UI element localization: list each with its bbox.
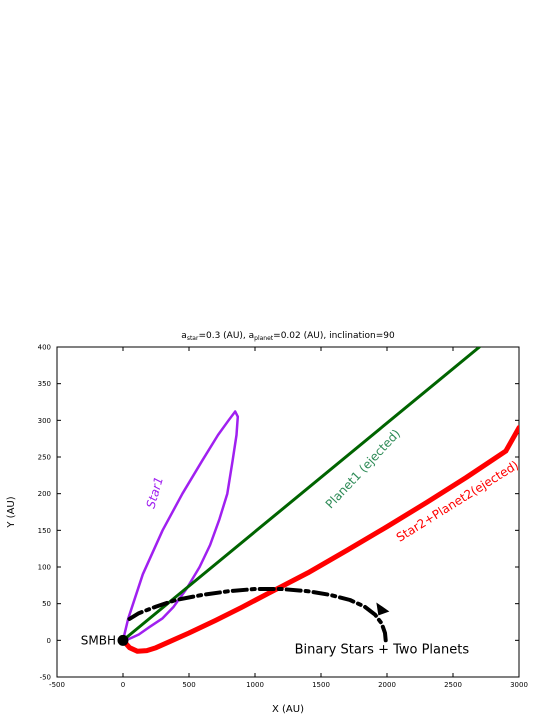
plot-area-frame	[56, 346, 520, 678]
x-tick-label: 1500	[312, 681, 330, 689]
system-label: Binary Stars + Two Planets	[295, 643, 470, 658]
x-tick-label: 0	[121, 681, 125, 689]
trajectory-arrow-head	[376, 602, 390, 616]
y-tick-label: 400	[38, 344, 51, 352]
x-tick-label: 2000	[378, 681, 396, 689]
chart-title: astar=0.3 (AU), aplanet=0.02 (AU), incli…	[181, 331, 395, 342]
y-tick-label: 350	[38, 380, 51, 388]
x-tick-label: 500	[182, 681, 195, 689]
x-tick-label: 1000	[246, 681, 264, 689]
star2-label: Star2+Planet2(ejected)	[394, 458, 521, 545]
series-planet1	[121, 347, 481, 642]
y-tick-label: 100	[38, 564, 51, 572]
x-tick-label: 3000	[510, 681, 528, 689]
series-trajectory	[125, 587, 388, 643]
y-tick-label: 300	[38, 417, 51, 425]
y-tick-label: 150	[38, 527, 51, 535]
x-tick-label: 2500	[444, 681, 462, 689]
x-tick-label: -500	[49, 681, 65, 689]
series-lines	[120, 347, 519, 654]
y-tick-label: 0	[47, 637, 51, 645]
planet1-label: Planet1 (ejected)	[323, 427, 403, 512]
series-star2	[120, 425, 519, 654]
star1-label: Star1	[144, 475, 166, 510]
y-tick-label: 250	[38, 454, 51, 462]
axis-ticks: -500 0 500 1000 1500 2000 2500 3000-50050100150…	[38, 344, 528, 690]
y-tick-label: 50	[42, 600, 51, 608]
y-tick-label: 200	[38, 490, 51, 498]
y-tick-label: -50	[40, 674, 51, 682]
y-axis-label: Y (AU)	[6, 496, 17, 528]
smbh-label: SMBH	[81, 633, 116, 647]
x-axis-label: X (AU)	[272, 704, 304, 715]
series-star1	[121, 410, 240, 642]
smbh-marker	[117, 634, 129, 646]
